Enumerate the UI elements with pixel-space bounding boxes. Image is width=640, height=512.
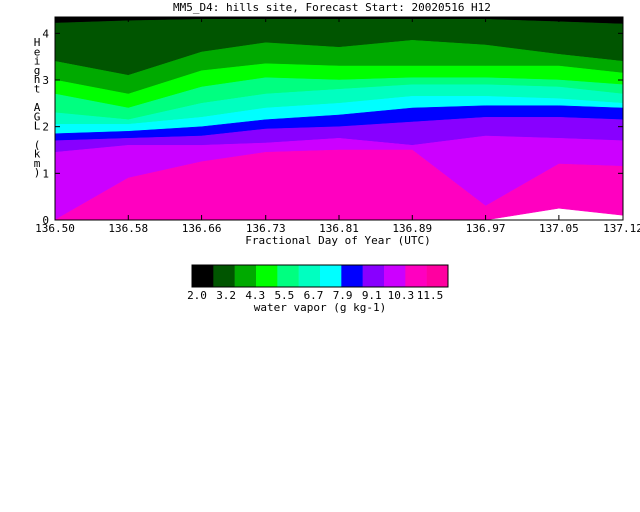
x-tick-label: 136.58 xyxy=(108,222,148,235)
y-label-char: ) xyxy=(34,166,41,179)
colorbar-tick-label: 6.7 xyxy=(304,289,324,302)
colorbar-tick-label: 7.9 xyxy=(333,289,353,302)
colorbar-swatch xyxy=(405,265,427,287)
x-tick-label: 137.05 xyxy=(539,222,579,235)
contour-plot-area xyxy=(54,16,624,221)
colorbar-tick-label: 9.1 xyxy=(362,289,382,302)
colorbar: 2.0 3.2 4.3 5.5 6.7 7.9 9.1 10.3 11.5 xyxy=(187,264,449,302)
x-axis-label: Fractional Day of Year (UTC) xyxy=(245,234,430,247)
colorbar-swatch xyxy=(213,265,235,287)
colorbar-frame xyxy=(191,264,449,288)
y-label-char: h xyxy=(34,73,41,86)
colorbar-swatch xyxy=(256,265,278,287)
y-label-char: G xyxy=(34,110,41,123)
x-tick-label: 136.66 xyxy=(182,222,222,235)
colorbar-label: water vapor (g kg-1) xyxy=(254,301,386,314)
colorbar-swatch xyxy=(426,265,449,287)
colorbar-swatch xyxy=(277,265,299,287)
y-label-char: H xyxy=(34,36,41,49)
colorbar-tick-label: 10.3 xyxy=(388,289,415,302)
y-label-char: ( xyxy=(34,138,41,151)
colorbar-swatch xyxy=(384,265,406,287)
colorbar-swatch xyxy=(192,265,214,287)
colorbar-swatch xyxy=(341,265,363,287)
x-tick-label: 136.73 xyxy=(246,222,286,235)
y-label-char: g xyxy=(34,64,41,77)
y-tick-label: 0 xyxy=(42,214,49,227)
y-tick-label: 2 xyxy=(42,121,49,134)
y-tick-label: 1 xyxy=(42,167,49,180)
y-tick-label: 3 xyxy=(42,74,49,87)
colorbar-swatch xyxy=(362,265,385,287)
y-label-char: m xyxy=(34,157,41,170)
y-label-char: e xyxy=(34,45,41,58)
x-tick-label: 136.89 xyxy=(392,222,432,235)
y-label-char: L xyxy=(34,120,41,133)
colorbar-tick-label: 5.5 xyxy=(274,289,294,302)
y-label-char: k xyxy=(34,148,41,161)
colorbar-swatch xyxy=(298,265,321,287)
colorbar-swatch xyxy=(234,265,257,287)
y-axis: 0 1 2 3 4 xyxy=(42,27,623,227)
colorbar-tick-label: 11.5 xyxy=(417,289,444,302)
colorbar-tick-label: 4.3 xyxy=(245,289,265,302)
y-label-char: i xyxy=(34,55,41,68)
x-axis: 136.50 136.58 136.66 136.73 136.81 136.89 136.… xyxy=(35,17,640,235)
x-tick-label: 136.50 xyxy=(35,222,75,235)
colorbar-tick-label: 2.0 xyxy=(187,289,207,302)
x-tick-label: 136.81 xyxy=(319,222,359,235)
colorbar-swatch xyxy=(320,265,342,287)
colorbar-tick-label: 3.2 xyxy=(216,289,236,302)
x-tick-label: 136.97 xyxy=(466,222,506,235)
x-tick-label: 137.12 xyxy=(603,222,640,235)
y-tick-label: 4 xyxy=(42,27,49,40)
y-label-char: t xyxy=(34,83,41,96)
chart-title: MM5_D4: hills site, Forecast Start: 2002… xyxy=(173,1,491,14)
y-label-char: A xyxy=(34,101,41,114)
